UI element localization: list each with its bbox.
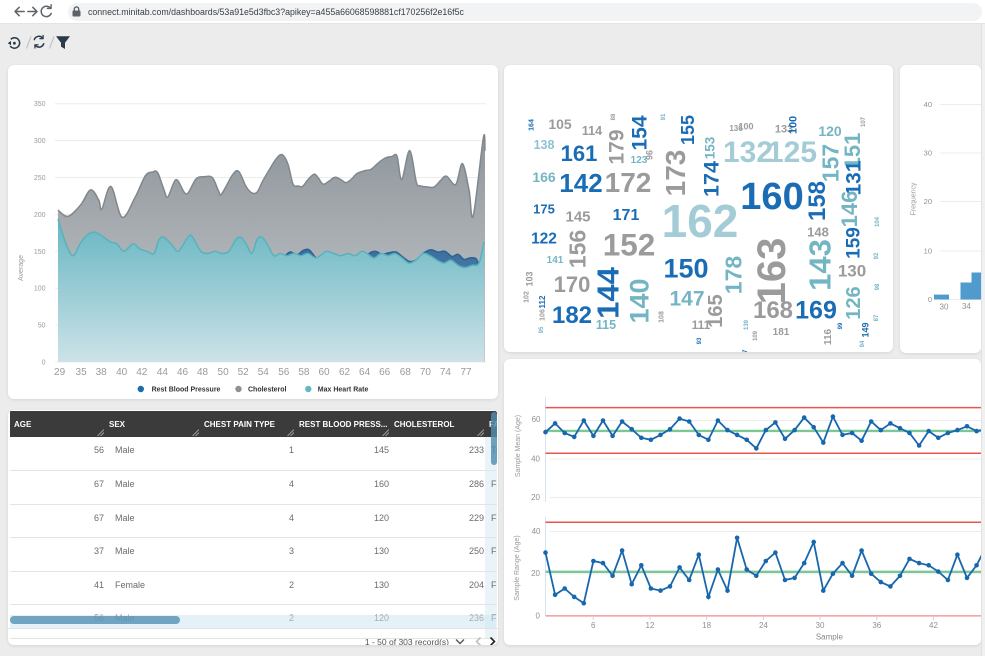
svg-text:0: 0 (536, 611, 541, 620)
svg-text:Max Heart Rate: Max Heart Rate (318, 387, 369, 394)
svg-text:48: 48 (197, 367, 209, 378)
svg-text:40: 40 (116, 367, 128, 378)
svg-text:40: 40 (532, 527, 541, 536)
svg-text:12: 12 (646, 621, 655, 630)
svg-text:38: 38 (96, 367, 108, 378)
svg-text:58: 58 (298, 367, 310, 378)
svg-text:Frequency: Frequency (911, 182, 918, 216)
svg-text:62: 62 (339, 367, 351, 378)
svg-text:30: 30 (816, 621, 825, 630)
svg-text:29: 29 (54, 367, 66, 378)
svg-text:40: 40 (531, 455, 540, 464)
svg-text:300: 300 (34, 138, 46, 145)
svg-text:56: 56 (278, 367, 290, 378)
svg-text:42: 42 (136, 367, 148, 378)
svg-text:54: 54 (258, 367, 270, 378)
svg-text:68: 68 (400, 367, 412, 378)
svg-text:20: 20 (924, 197, 932, 206)
svg-text:60: 60 (532, 415, 541, 424)
svg-text:Sample: Sample (816, 633, 844, 642)
svg-text:200: 200 (34, 212, 46, 219)
svg-text:Sample Mean (Age): Sample Mean (Age) (515, 415, 522, 477)
svg-text:74: 74 (440, 367, 452, 378)
svg-text:18: 18 (702, 621, 711, 630)
svg-text:42: 42 (929, 621, 938, 630)
svg-text:30: 30 (924, 149, 932, 158)
svg-text:52: 52 (238, 367, 250, 378)
svg-text:60: 60 (318, 367, 330, 378)
svg-text:30: 30 (940, 303, 949, 312)
svg-text:150: 150 (34, 249, 46, 256)
svg-text:24: 24 (759, 621, 768, 630)
svg-text:20: 20 (531, 493, 540, 502)
svg-text:250: 250 (34, 175, 46, 182)
svg-text:50: 50 (38, 323, 46, 330)
svg-text:46: 46 (177, 367, 189, 378)
svg-text:44: 44 (157, 367, 169, 378)
svg-text:350: 350 (34, 101, 46, 108)
svg-text:20: 20 (531, 569, 540, 578)
svg-text:0: 0 (42, 360, 46, 367)
svg-text:Sample Range (Age): Sample Range (Age) (514, 535, 521, 600)
svg-text:100: 100 (34, 286, 46, 293)
svg-text:Cholesterol: Cholesterol (248, 387, 287, 394)
svg-text:10: 10 (924, 247, 932, 256)
svg-text:50: 50 (218, 367, 230, 378)
svg-text:Rest Blood Pressure: Rest Blood Pressure (152, 387, 221, 394)
svg-text:6: 6 (591, 621, 596, 630)
svg-text:66: 66 (379, 367, 391, 378)
svg-text:64: 64 (359, 367, 371, 378)
svg-text:0: 0 (928, 295, 932, 304)
svg-text:35: 35 (76, 367, 88, 378)
svg-text:77: 77 (460, 367, 472, 378)
svg-text:36: 36 (872, 621, 881, 630)
svg-text:34: 34 (962, 302, 971, 311)
svg-text:70: 70 (420, 367, 432, 378)
svg-text:Average: Average (18, 255, 25, 281)
svg-text:40: 40 (924, 100, 932, 109)
